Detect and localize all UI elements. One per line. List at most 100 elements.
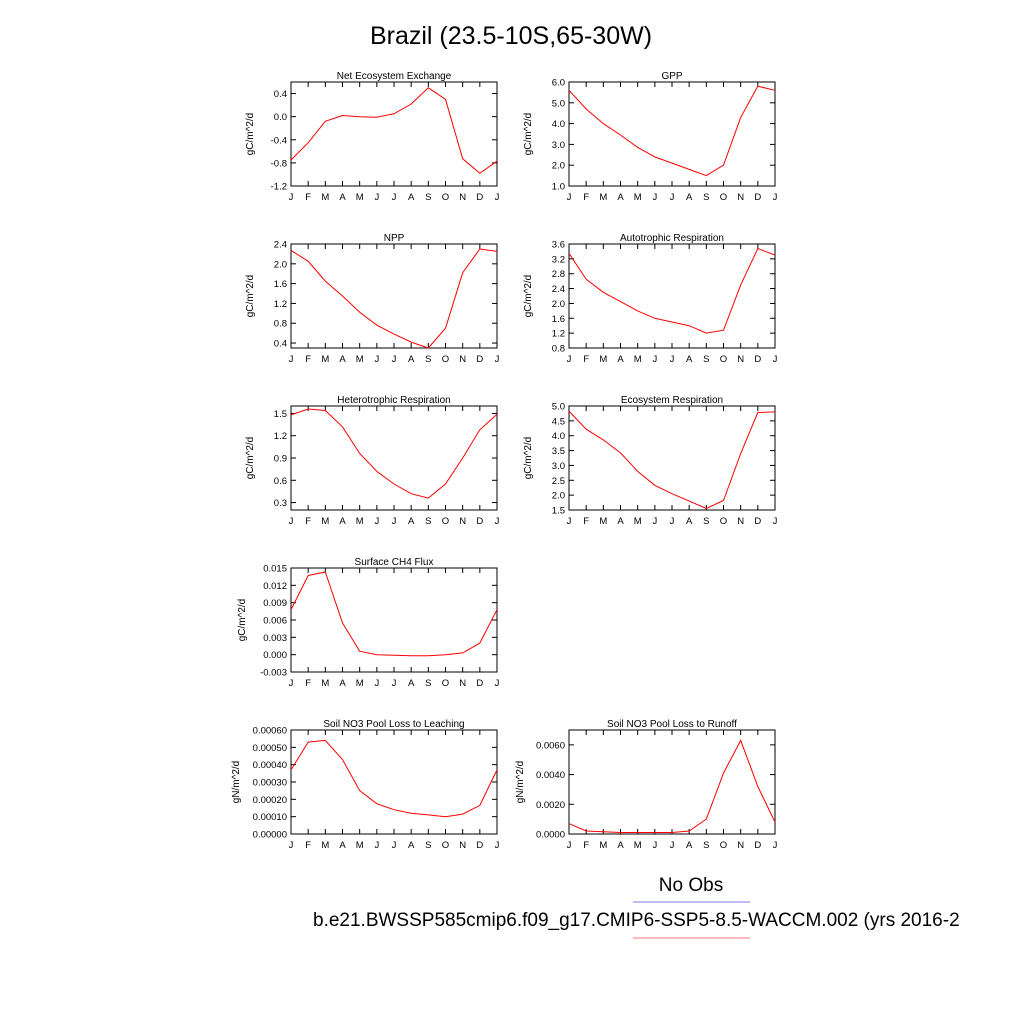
y-tick-label: 0.015 — [263, 564, 287, 575]
y-tick-label: 0.0000 — [536, 830, 565, 841]
x-tick-label: M — [634, 840, 642, 851]
y-tick-label: -0.4 — [271, 135, 287, 146]
x-tick-label: A — [339, 192, 346, 203]
x-tick-label: J — [289, 516, 294, 527]
x-tick-label: J — [652, 354, 657, 365]
y-tick-label: 0.009 — [263, 598, 287, 609]
x-tick-label: J — [495, 192, 500, 203]
series-line — [568, 739, 776, 833]
y-axis-label: gC/m^2/d — [245, 275, 256, 318]
x-tick-label: N — [459, 678, 466, 689]
y-tick-label: 2.8 — [552, 269, 565, 280]
x-tick-label: J — [567, 192, 572, 203]
x-tick-label: O — [720, 354, 727, 365]
x-tick-label: F — [583, 354, 589, 365]
y-tick-label: 0.8 — [274, 319, 287, 330]
x-tick-label: A — [686, 840, 693, 851]
series-line — [290, 571, 498, 657]
x-tick-label: M — [356, 678, 364, 689]
y-tick-label: 1.0 — [552, 182, 565, 193]
x-tick-label: S — [425, 354, 431, 365]
x-tick-label: A — [339, 678, 346, 689]
y-tick-label: 2.5 — [552, 476, 565, 487]
y-tick-label: 2.4 — [552, 284, 565, 295]
y-tick-label: 0.8 — [552, 344, 565, 355]
y-tick-label: 0.00010 — [253, 812, 287, 823]
y-tick-label: 1.2 — [274, 431, 287, 442]
x-tick-label: M — [321, 678, 329, 689]
series-line — [290, 408, 498, 499]
y-tick-label: 2.0 — [552, 491, 565, 502]
y-tick-label: 3.2 — [552, 254, 565, 265]
x-tick-label: N — [459, 840, 466, 851]
x-tick-label: J — [392, 678, 397, 689]
legend: No Obs b.e21.BWSSP585cmip6.f09_g17.CMIP6… — [313, 875, 960, 939]
y-tick-label: 5.0 — [552, 402, 565, 413]
y-axis-label: gC/m^2/d — [245, 437, 256, 480]
y-tick-label: 1.6 — [274, 279, 287, 290]
x-tick-label: J — [670, 354, 675, 365]
y-tick-label: 1.2 — [552, 329, 565, 340]
x-tick-label: F — [305, 354, 311, 365]
x-tick-label: J — [495, 354, 500, 365]
x-tick-label: J — [773, 516, 778, 527]
y-tick-label: -1.2 — [271, 182, 287, 193]
y-tick-label: 0.9 — [274, 454, 287, 465]
x-tick-label: J — [652, 516, 657, 527]
y-tick-label: 0.0040 — [536, 770, 565, 781]
series-line — [568, 85, 776, 177]
x-tick-label: M — [356, 840, 364, 851]
x-tick-label: D — [476, 516, 483, 527]
y-tick-label: 0.00000 — [253, 830, 287, 841]
x-tick-label: S — [703, 516, 709, 527]
y-tick-label: 0.00020 — [253, 795, 287, 806]
x-tick-label: M — [599, 192, 607, 203]
y-tick-label: 0.3 — [274, 498, 287, 509]
y-tick-label: -0.8 — [271, 158, 287, 169]
x-tick-label: A — [339, 516, 346, 527]
plot-frame — [290, 405, 498, 511]
plot-frame — [290, 729, 498, 835]
x-tick-label: M — [321, 516, 329, 527]
x-tick-label: J — [289, 354, 294, 365]
x-tick-label: N — [737, 516, 744, 527]
x-tick-label: J — [495, 840, 500, 851]
x-tick-label: F — [305, 516, 311, 527]
legend-model-label: b.e21.BWSSP585cmip6.f09_g17.CMIP6-SSP5-8… — [313, 910, 960, 931]
x-tick-label: F — [305, 840, 311, 851]
x-tick-label: J — [495, 516, 500, 527]
x-tick-label: F — [583, 840, 589, 851]
y-tick-label: 5.0 — [552, 98, 565, 109]
x-tick-label: N — [737, 840, 744, 851]
x-tick-label: F — [305, 678, 311, 689]
x-tick-label: M — [634, 192, 642, 203]
plot-frame — [290, 567, 498, 673]
x-tick-label: D — [476, 354, 483, 365]
panel-title: Surface CH4 Flux — [355, 557, 434, 568]
y-tick-label: 4.5 — [552, 416, 565, 427]
x-tick-label: O — [442, 840, 449, 851]
x-tick-label: J — [670, 840, 675, 851]
y-axis-label: gN/m^2/d — [231, 761, 242, 804]
y-axis-label: gN/m^2/d — [515, 761, 526, 804]
x-tick-label: M — [356, 192, 364, 203]
x-tick-label: M — [356, 516, 364, 527]
x-tick-label: J — [289, 840, 294, 851]
x-tick-label: O — [720, 192, 727, 203]
x-tick-label: J — [652, 840, 657, 851]
x-tick-label: J — [567, 840, 572, 851]
y-tick-label: 1.6 — [552, 314, 565, 325]
x-tick-label: J — [392, 354, 397, 365]
x-tick-label: S — [703, 192, 709, 203]
panel-title: Autotrophic Respiration — [620, 233, 724, 244]
x-tick-label: J — [289, 192, 294, 203]
series-line — [290, 248, 498, 349]
x-tick-label: A — [617, 192, 624, 203]
x-tick-label: A — [617, 516, 624, 527]
y-axis-label: gC/m^2/d — [237, 599, 248, 642]
x-tick-label: O — [442, 354, 449, 365]
y-axis-label: gC/m^2/d — [523, 113, 534, 156]
